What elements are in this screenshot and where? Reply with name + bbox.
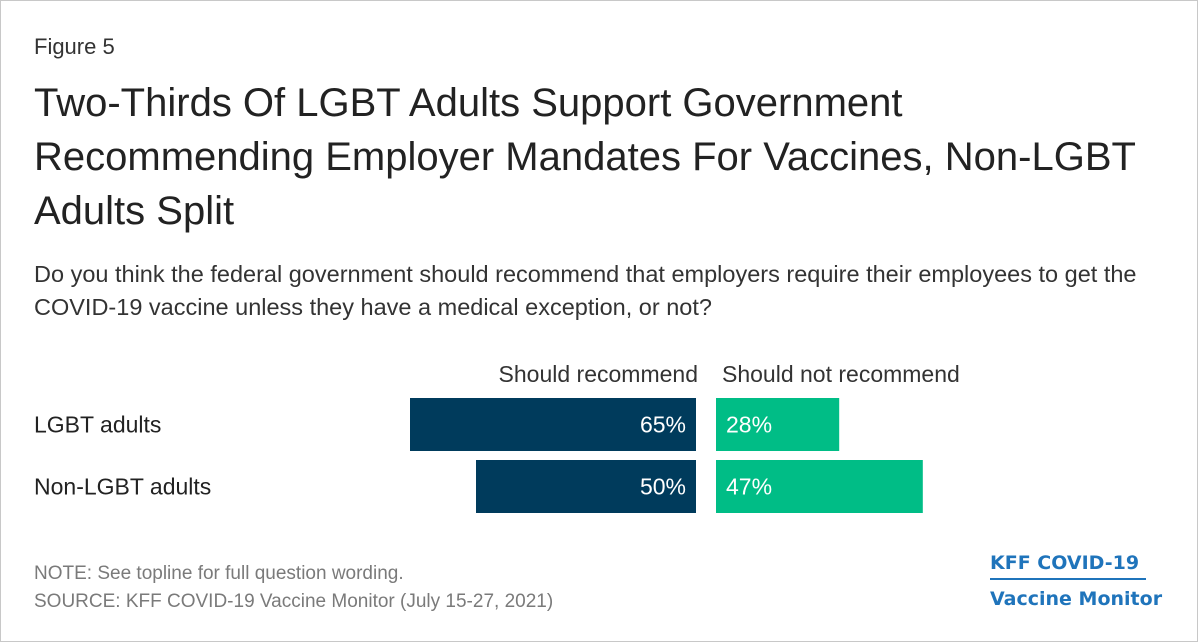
series-header-should-recommend: Should recommend: [499, 361, 698, 387]
logo-line-1: KFF COVID-19: [990, 552, 1146, 580]
bar-should-not-recommend-lgbt-adults: [716, 398, 840, 451]
bar-chart: Should recommend Should not recommend LGBT…: [34, 361, 960, 513]
bar-should-recommend-non-lgbt-adults: [476, 460, 696, 513]
kff-logo: KFF COVID-19 Vaccine Monitor: [990, 552, 1162, 610]
data-label-should-recommend-lgbt-adults: 65%: [640, 412, 686, 438]
category-label-lgbt-adults: LGBT adults: [34, 412, 161, 438]
chart-subtitle: Do you think the federal government shou…: [34, 261, 1137, 320]
logo-line-2: Vaccine Monitor: [990, 588, 1163, 610]
data-label-should-not-recommend-lgbt-adults: 28%: [726, 412, 772, 438]
data-label-should-recommend-non-lgbt-adults: 50%: [640, 474, 686, 500]
note-text: NOTE: See topline for full question word…: [34, 563, 404, 584]
footnotes: NOTE: See topline for full question word…: [34, 560, 553, 616]
category-label-non-lgbt-adults: Non-LGBT adults: [34, 474, 211, 500]
source-text: SOURCE: KFF COVID-19 Vaccine Monitor (Ju…: [34, 591, 554, 612]
data-label-should-not-recommend-non-lgbt-adults: 47%: [726, 474, 772, 500]
chart-title: Two-Thirds Of LGBT Adults Support Govern…: [34, 81, 1136, 233]
series-header-should-not-recommend: Should not recommend: [722, 361, 960, 387]
figure-label: Figure 5: [34, 34, 115, 59]
bar-should-not-recommend-non-lgbt-adults: [716, 460, 923, 513]
bar-should-recommend-lgbt-adults: [410, 398, 696, 451]
